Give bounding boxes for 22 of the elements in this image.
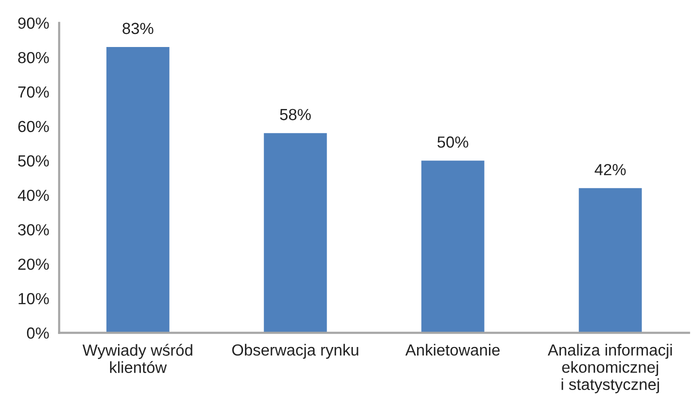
y-tick-label: 10%	[18, 293, 49, 304]
y-tick-label: 40%	[18, 190, 49, 201]
y-tick-label: 30%	[18, 224, 49, 236]
data-label: 50%	[437, 136, 468, 148]
data-label: 42%	[594, 164, 626, 176]
bar	[421, 160, 484, 333]
data-label: 58%	[280, 108, 311, 120]
y-tick-label: 60%	[18, 120, 49, 132]
bar	[264, 133, 327, 333]
y-tick-label: 70%	[18, 86, 49, 98]
y-tick-label: 0%	[26, 327, 49, 339]
x-tick-label: Obserwacja rynku	[232, 344, 358, 359]
x-tick-label: Ankietowanie	[405, 344, 500, 356]
bar	[106, 46, 170, 333]
y-tick-label: 20%	[18, 258, 49, 270]
y-tick-label: 80%	[18, 52, 49, 64]
y-tick-label: 90%	[18, 18, 49, 29]
y-tick-label: 50%	[18, 155, 49, 167]
x-tick-label: Wywiady wśród klientów	[82, 344, 192, 374]
x-tick-label: Analiza informacji ekonomicznej i statystycznej	[548, 344, 672, 394]
data-label: 83%	[122, 22, 154, 34]
bar	[578, 188, 642, 333]
